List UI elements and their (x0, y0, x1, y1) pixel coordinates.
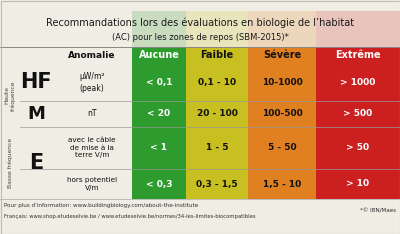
Bar (186, 11, 248, 47)
Bar (316, 11, 400, 47)
Bar (132, 64, 186, 199)
Bar (248, 64, 316, 199)
Text: < 0,1: < 0,1 (146, 78, 172, 87)
Text: 0,3 - 1,5: 0,3 - 1,5 (196, 179, 238, 189)
Text: < 20: < 20 (148, 110, 170, 118)
Text: Faible: Faible (200, 51, 234, 61)
Bar (186, 64, 248, 199)
Text: 10-1000: 10-1000 (262, 78, 302, 87)
Text: 0,1 - 10: 0,1 - 10 (198, 78, 236, 87)
Bar (132, 47, 186, 64)
Text: Pour plus d’information: www.buildingbiology.com/about-the-institute: Pour plus d’information: www.buildingbio… (4, 203, 198, 208)
Text: < 0,3: < 0,3 (146, 179, 172, 189)
Text: hors potentiel
V/m: hors potentiel V/m (67, 177, 117, 191)
Text: Sévère: Sévère (263, 51, 301, 61)
Text: nT: nT (87, 110, 97, 118)
Bar (0, 64, 132, 199)
Text: 100-500: 100-500 (262, 110, 302, 118)
Text: > 500: > 500 (343, 110, 373, 118)
Bar (248, 11, 316, 47)
Text: > 50: > 50 (346, 143, 370, 153)
Text: 5 - 50: 5 - 50 (268, 143, 296, 153)
Text: *© IBN/Maes: *© IBN/Maes (360, 208, 396, 214)
Text: M: M (27, 105, 45, 123)
Bar (0, 11, 400, 47)
Text: E: E (29, 153, 43, 173)
Text: Recommandations lors des évaluations en biologie de l’habitat: Recommandations lors des évaluations en … (46, 18, 354, 28)
Text: HF: HF (20, 73, 52, 92)
Bar (132, 11, 186, 47)
Text: Français: www.shop.etudeselvie.be / www.etudeselvie.be/normes/34-les-limites-bio: Français: www.shop.etudeselvie.be / www.… (4, 214, 256, 219)
Text: 1,5 - 10: 1,5 - 10 (263, 179, 301, 189)
Text: Extrême: Extrême (335, 51, 381, 61)
Text: 20 - 100: 20 - 100 (196, 110, 238, 118)
Bar (186, 47, 248, 64)
Text: Aucune: Aucune (138, 51, 180, 61)
Bar (0, 199, 400, 223)
Bar (248, 47, 316, 64)
Text: Basse fréquence: Basse fréquence (7, 138, 13, 188)
Text: μW/m²
(peak): μW/m² (peak) (79, 73, 105, 93)
Text: < 1: < 1 (150, 143, 168, 153)
Text: > 1000: > 1000 (340, 78, 376, 87)
Bar (316, 47, 400, 64)
Text: > 10: > 10 (346, 179, 370, 189)
Text: (AC) pour les zones de repos (SBM-2015)*: (AC) pour les zones de repos (SBM-2015)* (112, 33, 288, 42)
Text: avec le câble
de mise à la
terre V/m: avec le câble de mise à la terre V/m (68, 138, 116, 158)
Text: Haute
fréquence: Haute fréquence (4, 80, 16, 111)
Text: 1 - 5: 1 - 5 (206, 143, 228, 153)
Text: Anomalie: Anomalie (68, 51, 116, 60)
Bar (0, 47, 132, 64)
Bar (316, 64, 400, 199)
